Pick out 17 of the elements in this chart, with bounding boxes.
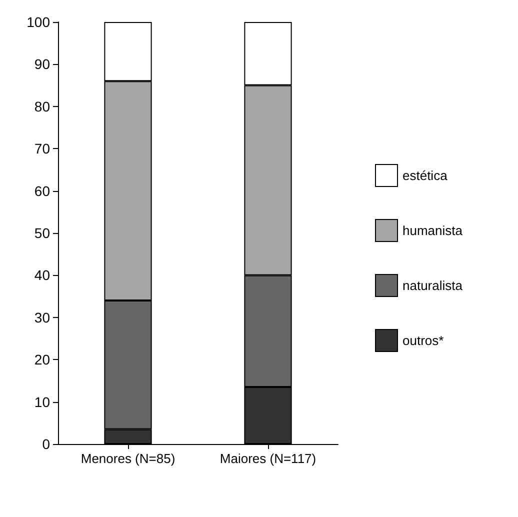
y-tick-label: 50	[34, 225, 50, 241]
y-tick-label: 100	[26, 14, 50, 30]
legend-label: humanista	[402, 223, 464, 238]
y-tick-label: 10	[34, 394, 50, 410]
y-tick-label: 70	[34, 140, 50, 157]
y-tick-label: 80	[34, 98, 50, 114]
y-tick-label: 90	[34, 56, 50, 72]
legend-label: naturalista	[402, 278, 464, 293]
y-tick-label: 40	[34, 267, 50, 284]
x-tick-label: Menores (N=85)	[80, 451, 176, 466]
x-tick-label: Maiores (N=117)	[220, 451, 316, 466]
y-tick-label: 0	[42, 436, 50, 452]
y-tick-label: 20	[34, 352, 50, 368]
y-tick-label: 60	[34, 182, 50, 199]
legend-label: outros*	[402, 333, 444, 348]
legend-label: estética	[402, 168, 448, 183]
y-tick-label: 30	[34, 309, 50, 326]
